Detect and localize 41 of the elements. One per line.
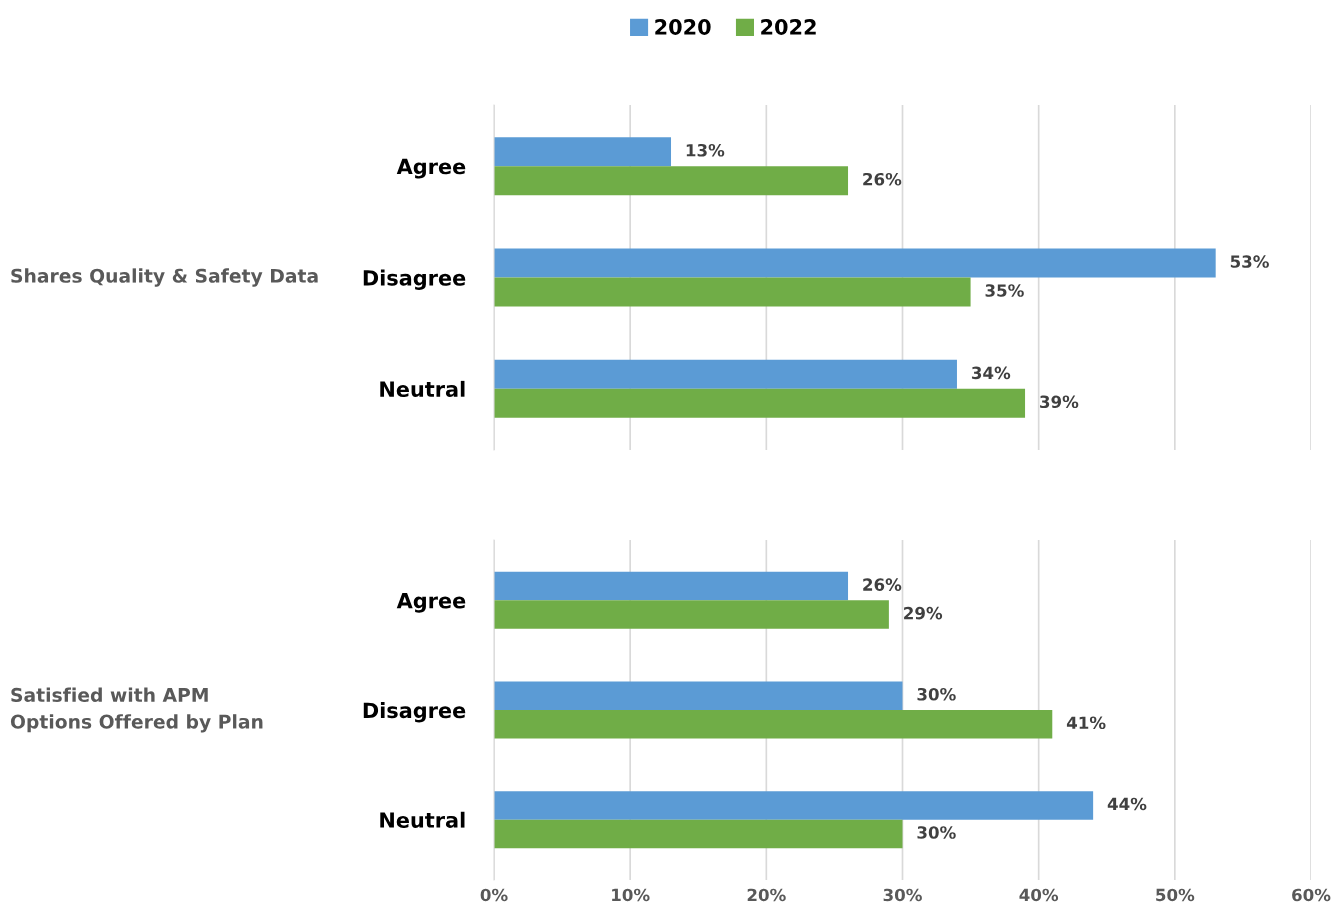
data-label: 26% bbox=[863, 172, 902, 186]
x-tick-label: 30% bbox=[883, 888, 922, 902]
legend-label: 2020 bbox=[655, 19, 711, 35]
data-label: 29% bbox=[904, 606, 943, 620]
y-tick-label: Agree bbox=[396, 158, 466, 179]
bar bbox=[494, 681, 903, 710]
y-tick-label: Neutral bbox=[380, 811, 465, 828]
y-tick-label: Neutral bbox=[380, 380, 465, 397]
data-label: 13% bbox=[686, 143, 725, 157]
data-label: 41% bbox=[1066, 716, 1106, 730]
bar bbox=[494, 277, 971, 307]
bar bbox=[494, 819, 903, 849]
x-tick-label: 0% bbox=[480, 888, 508, 902]
data-label: 34% bbox=[971, 366, 1011, 380]
bar bbox=[494, 137, 672, 167]
y-tick-label: Agree bbox=[396, 592, 466, 613]
data-label: 35% bbox=[985, 284, 1024, 297]
x-tick-label: 10% bbox=[612, 888, 650, 902]
bar bbox=[494, 710, 1053, 739]
data-label: 30% bbox=[917, 687, 956, 701]
data-label: 26% bbox=[863, 578, 902, 591]
y-axis-title: Satisfied with APM Options Offered by Plan bbox=[10, 687, 263, 733]
x-tick-label: 60% bbox=[1292, 888, 1331, 902]
x-tick-label: 20% bbox=[747, 888, 786, 902]
y-tick-label: Disagree bbox=[363, 269, 466, 290]
legend-label: 2022 bbox=[761, 19, 816, 35]
bar bbox=[494, 571, 849, 601]
y-axis-title: Shares Quality & Safety Data bbox=[11, 268, 318, 287]
bar bbox=[494, 359, 957, 389]
data-label: 39% bbox=[1040, 395, 1079, 409]
data-label: 53% bbox=[1230, 255, 1269, 268]
bar bbox=[494, 388, 1026, 418]
data-label: 30% bbox=[917, 826, 956, 839]
bar bbox=[494, 166, 849, 196]
x-tick-label: 40% bbox=[1019, 888, 1059, 902]
bar bbox=[494, 791, 1094, 820]
bar bbox=[494, 600, 889, 629]
x-tick-label: 50% bbox=[1156, 888, 1195, 902]
bar bbox=[494, 248, 1216, 278]
y-tick-label: Disagree bbox=[363, 702, 466, 723]
data-label: 44% bbox=[1107, 797, 1147, 811]
